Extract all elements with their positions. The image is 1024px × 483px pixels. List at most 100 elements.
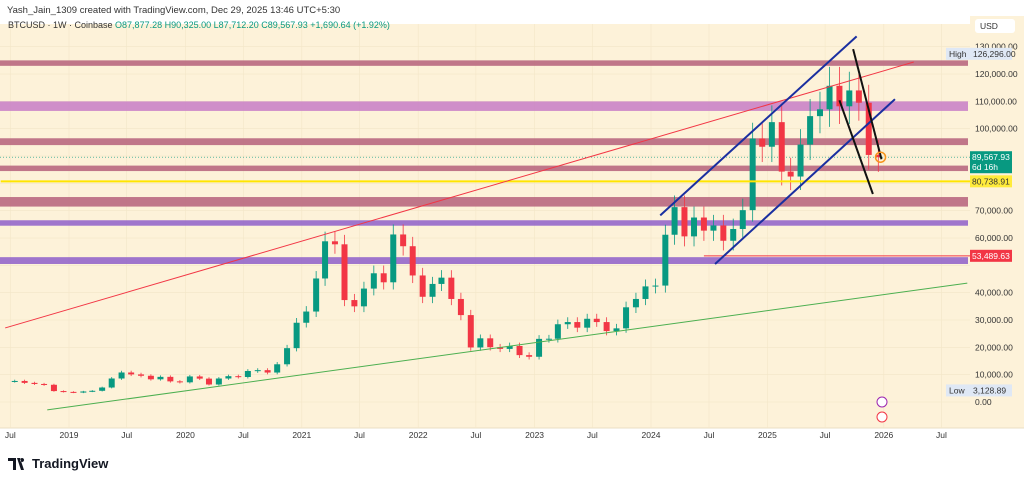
candle bbox=[516, 345, 523, 356]
open-value: O87,877.28 bbox=[115, 20, 163, 30]
candle bbox=[108, 378, 115, 388]
horizontal-zone bbox=[0, 197, 968, 207]
red-level-label: 53,489.63 bbox=[972, 251, 1010, 261]
candle bbox=[147, 375, 154, 380]
candle bbox=[331, 241, 338, 245]
horizontal-zone bbox=[0, 138, 968, 146]
candle bbox=[691, 217, 698, 237]
candle bbox=[128, 372, 135, 375]
candle bbox=[593, 318, 600, 323]
blue-channel-upper bbox=[659, 35, 858, 217]
horizontal-zone bbox=[0, 257, 968, 264]
candle bbox=[574, 322, 581, 328]
candle bbox=[419, 275, 426, 297]
candle bbox=[186, 376, 193, 383]
candle bbox=[826, 85, 833, 110]
horizontal-zone bbox=[0, 101, 968, 111]
candle bbox=[497, 347, 504, 349]
symbol-label[interactable]: BTCUSD · 1W · Coinbase bbox=[8, 20, 113, 30]
candle bbox=[89, 390, 96, 392]
low-tag: Low bbox=[949, 385, 965, 395]
candle bbox=[526, 355, 533, 357]
candle bbox=[730, 229, 737, 241]
x-tick-label: 2021 bbox=[292, 430, 311, 440]
yellow-level-label-bg bbox=[970, 175, 1012, 188]
candle bbox=[487, 338, 494, 348]
candle bbox=[506, 345, 513, 349]
y-tick-label: 100,000.00 bbox=[975, 124, 1018, 134]
candle bbox=[846, 90, 853, 107]
candle bbox=[836, 85, 843, 107]
horizontal-zone bbox=[0, 220, 968, 226]
green-trendline bbox=[47, 282, 968, 411]
candle bbox=[545, 338, 552, 340]
high-tag: High bbox=[949, 49, 967, 59]
x-tick-label: Jul bbox=[936, 430, 947, 440]
candle bbox=[41, 383, 48, 385]
candle bbox=[370, 273, 377, 289]
black-line-2 bbox=[838, 99, 874, 195]
y-tick-label: 20,000.00 bbox=[975, 342, 1013, 352]
low-tag-bg bbox=[946, 384, 970, 397]
price-chart[interactable]: USD 0.00 10,000.00 20,000.00 30,000.00 40,000… bbox=[0, 16, 1024, 444]
y-tick-label: 110,000.00 bbox=[975, 96, 1017, 106]
candle bbox=[31, 382, 38, 384]
candle bbox=[700, 217, 707, 231]
x-tick-label: 2019 bbox=[60, 430, 79, 440]
candle bbox=[284, 348, 291, 365]
x-tick-label: 2022 bbox=[409, 430, 428, 440]
low-label: 3,128.89 bbox=[973, 385, 1006, 395]
x-tick-label: Jul bbox=[587, 430, 598, 440]
x-tick-label: Jul bbox=[704, 430, 715, 440]
y-tick-label: 120,000.00 bbox=[975, 69, 1018, 79]
red-trendline bbox=[5, 61, 914, 329]
candle bbox=[409, 246, 416, 276]
candle bbox=[768, 122, 775, 147]
tradingview-logo-icon bbox=[8, 457, 25, 470]
currency-box bbox=[975, 19, 1015, 33]
candle bbox=[720, 225, 727, 241]
candle bbox=[80, 391, 87, 393]
x-tick-label: Jul bbox=[820, 430, 831, 440]
candle bbox=[536, 338, 543, 357]
x-tick-label: Jul bbox=[470, 430, 481, 440]
candle bbox=[662, 234, 669, 286]
candle bbox=[623, 307, 630, 329]
candle bbox=[671, 207, 678, 235]
candle bbox=[351, 300, 358, 307]
black-line-1 bbox=[852, 48, 883, 160]
low-value: L87,712.20 bbox=[213, 20, 259, 30]
candle bbox=[855, 90, 862, 103]
candle bbox=[313, 278, 320, 312]
candle bbox=[875, 154, 882, 158]
highlight-circle bbox=[874, 151, 887, 163]
candle bbox=[303, 311, 310, 323]
candle bbox=[50, 384, 57, 392]
candle bbox=[477, 338, 484, 348]
candle bbox=[157, 376, 164, 380]
close-value: C89,567.93 bbox=[261, 20, 308, 30]
candle bbox=[429, 283, 436, 297]
y-tick-label: 30,000.00 bbox=[975, 315, 1013, 325]
candle bbox=[632, 298, 639, 308]
candle bbox=[293, 322, 300, 349]
horizontal-zone bbox=[0, 165, 968, 172]
x-tick-label: 2024 bbox=[642, 430, 661, 440]
candle bbox=[264, 370, 271, 373]
tradingview-logo[interactable]: TradingView bbox=[8, 456, 108, 471]
candle bbox=[244, 370, 251, 377]
price-axis bbox=[970, 16, 1024, 428]
candle bbox=[390, 234, 397, 283]
candle bbox=[787, 171, 794, 177]
candle bbox=[642, 286, 649, 299]
candle bbox=[11, 380, 18, 382]
red-level-label-bg bbox=[970, 249, 1012, 262]
candle bbox=[341, 244, 348, 301]
y-tick-label: 130,000.00 bbox=[975, 42, 1018, 52]
candle bbox=[710, 225, 717, 231]
x-tick-label: 2023 bbox=[525, 430, 544, 440]
y-tick-label: 10,000.00 bbox=[975, 370, 1013, 380]
candle bbox=[235, 376, 242, 378]
x-tick-label: Jul bbox=[121, 430, 132, 440]
horizontal-zone bbox=[0, 60, 968, 66]
